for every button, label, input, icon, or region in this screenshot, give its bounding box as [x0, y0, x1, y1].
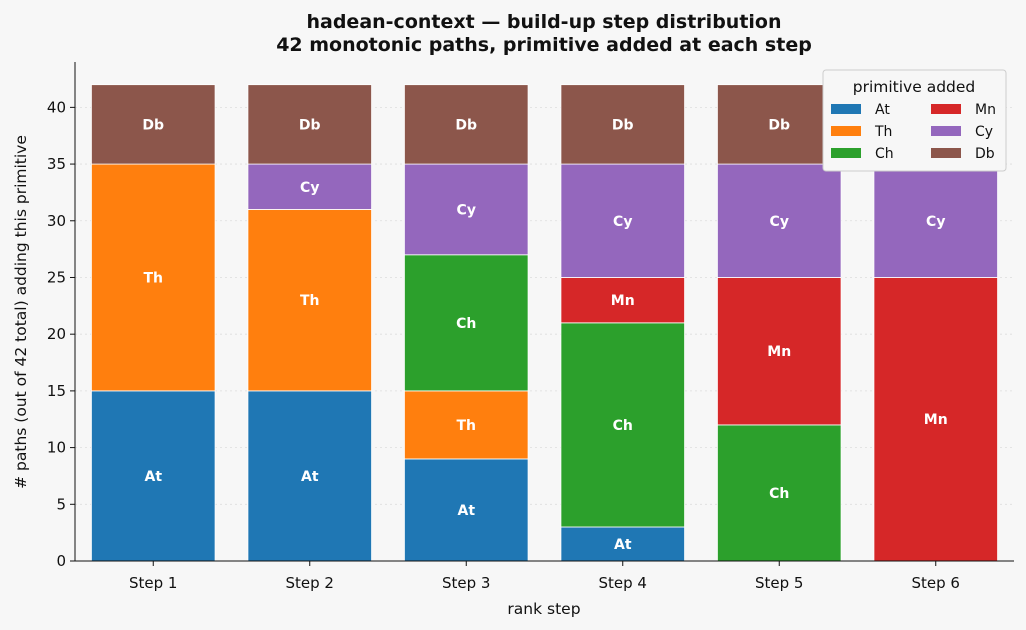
legend-label: Cy	[975, 124, 993, 140]
bar-segment-mn	[717, 277, 842, 426]
legend-label: Mn	[975, 102, 996, 118]
grid-lines	[75, 106, 1014, 505]
segment-label: Mn	[767, 344, 791, 360]
segment-label: At	[144, 469, 162, 485]
x-tick-label: Step 4	[599, 574, 647, 592]
legend-swatch-mn	[931, 104, 961, 114]
y-tick-label: 20	[47, 325, 66, 343]
legend-box	[822, 69, 1007, 172]
legend-label: Db	[975, 146, 995, 162]
bar-segment-ch	[560, 322, 685, 528]
axes: 0 5 10 15 20 25 30 35 40 Step 1 Step 2 Step 3 Step 4…	[47, 62, 1014, 592]
legend-swatch-ch	[831, 148, 861, 158]
legend-swatch-th	[831, 126, 861, 136]
legend-swatch-db	[931, 148, 961, 158]
bar-segment-db	[404, 84, 529, 165]
x-tick-label: Step 2	[286, 574, 334, 592]
segment-label: Mn	[611, 293, 635, 309]
bar-segment-at	[560, 526, 685, 562]
legend: primitive added At Mn Th Cy Ch Db	[822, 69, 1007, 172]
segment-label: Th	[143, 270, 163, 286]
bars: At Th Db At Th Cy Db At Th Ch Cy Db At Ch Mn Cy Db Ch Mn Cy…	[91, 84, 998, 562]
y-tick-label: 5	[56, 495, 66, 513]
segment-label: Db	[612, 117, 634, 133]
bar-segment-th	[91, 163, 216, 392]
x-tick-label: Step 3	[442, 574, 490, 592]
x-tick-label: Step 1	[129, 574, 177, 592]
bar-segment-db	[91, 84, 216, 165]
segment-label: Th	[456, 418, 476, 434]
segment-label: At	[614, 537, 632, 553]
segment-label: Cy	[926, 214, 945, 230]
y-tick-label: 15	[47, 382, 66, 400]
y-tick-label: 10	[47, 439, 66, 457]
legend-title: primitive added	[853, 78, 976, 96]
segment-label: Db	[142, 117, 164, 133]
bar-segment-ch	[717, 424, 842, 562]
segment-label: At	[457, 503, 475, 519]
segment-label: Mn	[924, 412, 948, 428]
segment-label: Cy	[770, 214, 789, 230]
segment-label: Cy	[613, 214, 632, 230]
x-tick-label: Step 6	[912, 574, 960, 592]
y-tick-label: 30	[47, 212, 66, 230]
bar-segment-at	[247, 390, 372, 562]
segment-label: Ch	[613, 418, 633, 434]
y-tick-label: 0	[56, 552, 66, 570]
legend-swatch-at	[831, 104, 861, 114]
bar-segment-db	[560, 84, 685, 165]
bar-segment-cy	[873, 163, 998, 278]
segment-label: Db	[455, 117, 477, 133]
x-tick-label: Step 5	[755, 574, 803, 592]
legend-label: At	[875, 102, 890, 118]
bar-segment-mn	[873, 277, 998, 562]
y-tick-label: 25	[47, 268, 66, 286]
segment-label: Cy	[300, 180, 319, 196]
segment-label: Cy	[457, 202, 476, 218]
bar-segment-at	[404, 458, 529, 562]
x-axis-label: rank step	[507, 600, 580, 618]
y-axis-label: # paths (out of 42 total) adding this pr…	[12, 135, 30, 489]
segment-label: Th	[300, 293, 320, 309]
segment-label: At	[301, 469, 319, 485]
chart-title: hadean-context — build-up step distribut…	[306, 11, 781, 33]
segment-label: Ch	[456, 316, 476, 332]
y-tick-label: 40	[47, 98, 66, 116]
legend-swatch-cy	[931, 126, 961, 136]
bar-segment-cy	[560, 163, 685, 278]
legend-label: Th	[874, 124, 892, 140]
segment-label: Db	[299, 117, 321, 133]
bar-segment-cy	[404, 163, 529, 256]
bar-segment-th	[404, 390, 529, 460]
segment-label: Db	[768, 117, 790, 133]
y-tick-label: 35	[47, 155, 66, 173]
segment-label: Ch	[769, 486, 789, 502]
bar-segment-th	[247, 209, 372, 392]
bar-segment-db	[247, 84, 372, 165]
bar-segment-at	[91, 390, 216, 562]
chart-subtitle: 42 monotonic paths, primitive added at e…	[276, 34, 812, 56]
legend-label: Ch	[875, 146, 894, 162]
bar-segment-ch	[404, 254, 529, 392]
bar-segment-cy	[247, 163, 372, 210]
